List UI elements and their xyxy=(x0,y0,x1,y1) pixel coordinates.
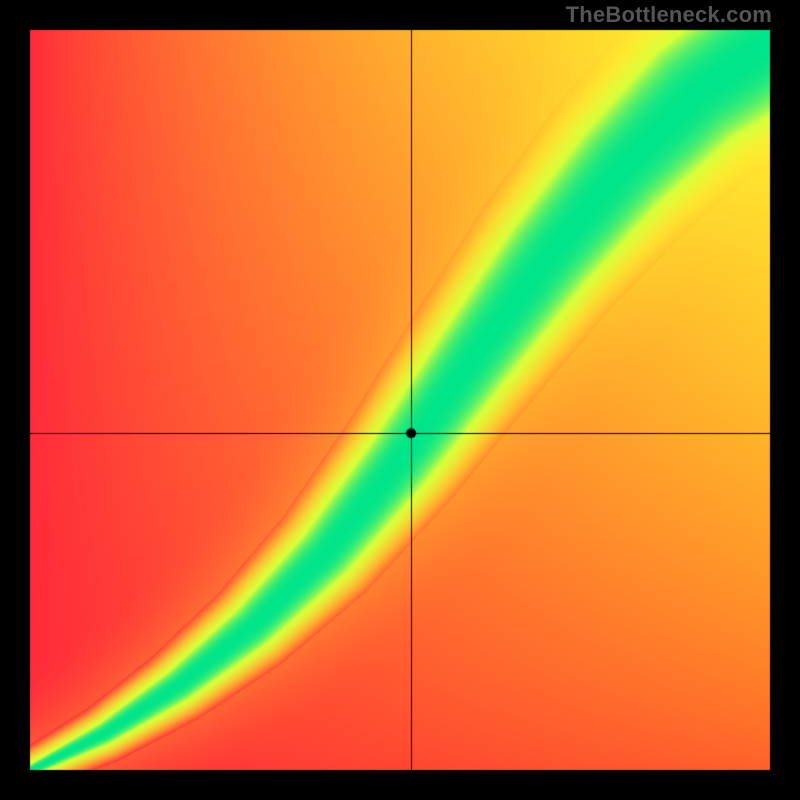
watermark-text: TheBottleneck.com xyxy=(566,2,772,28)
chart-frame: TheBottleneck.com xyxy=(0,0,800,800)
heatmap-canvas xyxy=(0,0,800,800)
